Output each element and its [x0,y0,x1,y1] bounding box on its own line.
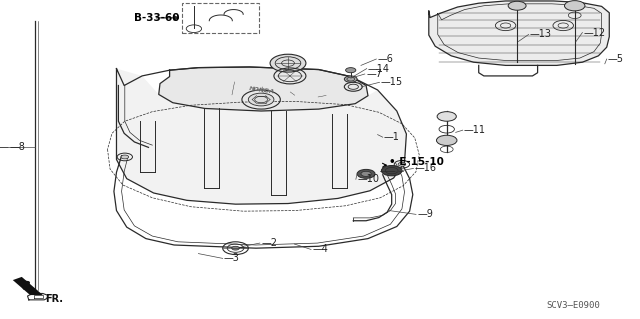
Circle shape [381,166,402,176]
Circle shape [248,93,274,106]
Text: —11: —11 [464,125,486,135]
Polygon shape [159,67,368,111]
Circle shape [232,246,239,250]
Text: —2: —2 [261,238,277,248]
Text: —4: —4 [312,244,328,255]
Text: • E-15-10: • E-15-10 [389,157,444,167]
Text: —13: —13 [530,29,552,40]
Text: —7: —7 [366,69,382,79]
Text: —14: —14 [368,63,390,74]
Text: —12: —12 [584,27,606,38]
Text: —16: —16 [415,163,436,174]
Circle shape [436,135,457,145]
Circle shape [270,54,306,72]
Text: —8: —8 [10,142,26,152]
Text: SCV3—E0900: SCV3—E0900 [546,301,600,310]
Polygon shape [13,277,43,295]
Circle shape [121,155,129,159]
Text: —9: —9 [417,209,433,219]
Circle shape [346,68,356,73]
Text: B-33-60: B-33-60 [134,13,179,23]
Text: —5: —5 [608,54,624,64]
Circle shape [437,112,456,121]
Text: 8—: 8— [0,142,10,152]
Polygon shape [429,1,609,65]
Circle shape [357,169,375,178]
Circle shape [564,1,585,11]
Circle shape [398,162,406,166]
Circle shape [508,1,526,10]
Text: —3: —3 [224,253,240,263]
Text: —10: —10 [357,174,379,184]
Text: —1: —1 [384,132,400,142]
Text: —15: —15 [381,77,403,87]
Circle shape [344,76,357,82]
Bar [182,3,259,33]
Text: FR.: FR. [45,294,63,304]
Text: HONDA: HONDA [249,86,276,94]
Circle shape [361,171,371,176]
Text: —6: —6 [378,54,394,64]
Polygon shape [116,69,406,204]
